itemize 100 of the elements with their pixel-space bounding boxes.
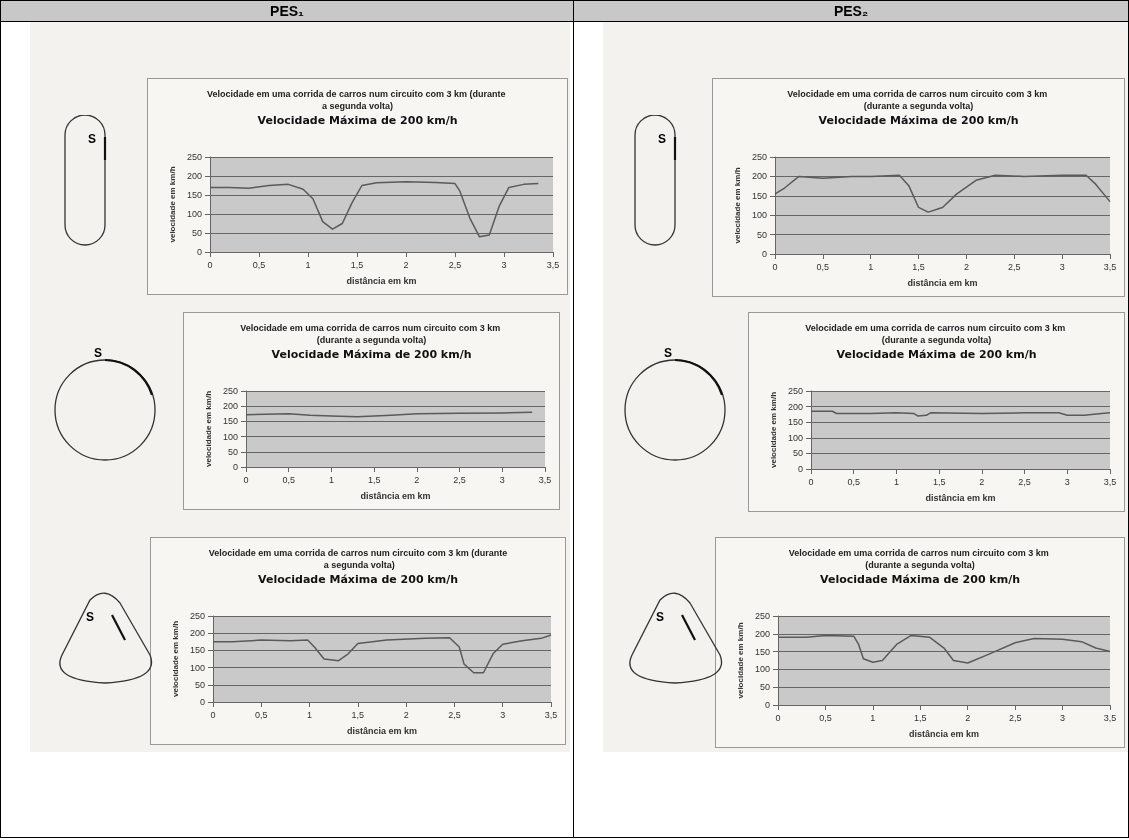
y-tick-label: 100 xyxy=(189,662,205,673)
x-tick-label: 3,5 xyxy=(1103,476,1117,487)
text: PES₂ xyxy=(574,1,1128,22)
y-tick-label: 0 xyxy=(764,700,770,710)
y-tick-label: 200 xyxy=(222,401,238,412)
x-axis-title: distância em km xyxy=(346,275,417,286)
y-tick-label: 150 xyxy=(186,190,202,200)
x-tick-label: 3 xyxy=(501,259,507,270)
x-tick-label: 0 xyxy=(772,261,778,272)
text: S xyxy=(655,610,665,624)
x-tick-label: 1,5 xyxy=(351,709,365,720)
x-tick-label: 3,5 xyxy=(538,474,552,485)
x-tick-label: 2,5 xyxy=(453,474,466,485)
x-tick-label: 3 xyxy=(1064,476,1070,487)
x-tick-label: 3 xyxy=(499,474,505,485)
x-axis-title: distância em km xyxy=(346,725,418,736)
chart-title: Velocidade em uma corrida de carros num circuito com 3 km (durante a segunda volta) xyxy=(208,548,508,570)
chart-subtitle: Velocidade Máxima de 200 km/h xyxy=(836,348,1037,361)
y-tick-label: 0 xyxy=(199,697,205,707)
x-tick-label: 0 xyxy=(775,712,781,723)
x-tick-label: 2 xyxy=(414,474,420,485)
y-axis-title: velocidade em km/h xyxy=(732,167,742,244)
y-tick-label: 100 xyxy=(754,664,770,675)
chart-subtitle: Velocidade Máxima de 200 km/h xyxy=(271,348,472,361)
x-tick-label: 0 xyxy=(808,476,814,487)
x-tick-label: 2 xyxy=(965,712,971,723)
x-tick-label: 2,5 xyxy=(448,709,461,720)
x-tick-label: 1,5 xyxy=(367,474,381,485)
x-tick-label: 1 xyxy=(307,709,313,720)
y-tick-label: 150 xyxy=(787,417,803,428)
chart-subtitle: Velocidade Máxima de 200 km/h xyxy=(257,114,458,127)
y-tick-label: 200 xyxy=(189,628,205,639)
x-tick-label: 3,5 xyxy=(1103,712,1117,723)
text: S xyxy=(663,346,673,360)
x-axis-title: distância em km xyxy=(360,490,431,501)
y-tick-label: 150 xyxy=(751,190,767,201)
y-tick-label: 50 xyxy=(194,679,205,690)
y-axis-title: velocidade em km/h xyxy=(203,390,213,468)
chart-title: Velocidade em uma corrida de carros num circuito com 3 km (durante a segunda volta) xyxy=(240,323,503,345)
chart-title: Velocidade em uma corrida de carros num circuito com 3 km (durante a segunda volta) xyxy=(787,89,1050,111)
y-tick-label: 50 xyxy=(759,682,770,693)
x-tick-label: 3 xyxy=(1060,712,1066,723)
x-axis-title: distância em km xyxy=(925,492,996,503)
y-tick-label: 150 xyxy=(189,645,205,656)
y-axis-title: velocidade em km/h xyxy=(170,620,180,698)
x-tick-label: 0,5 xyxy=(847,476,860,487)
y-tick-label: 100 xyxy=(186,209,202,219)
y-tick-label: 0 xyxy=(761,249,767,259)
chart-title: Velocidade em uma corrida de carros num circuito com 3 km (durante a segunda volta) xyxy=(206,89,509,111)
text: S xyxy=(85,610,95,624)
y-tick-label: 200 xyxy=(186,171,202,181)
x-tick-label: 2,5 xyxy=(448,259,462,270)
y-tick-label: 50 xyxy=(756,229,767,240)
y-tick-label: 0 xyxy=(232,462,238,472)
y-tick-label: 250 xyxy=(186,152,202,162)
chart-title: Velocidade em uma corrida de carros num circuito com 3 km (durante a segunda volta) xyxy=(788,548,1052,570)
x-tick-label: 2,5 xyxy=(1018,476,1031,487)
chart-subtitle: Velocidade Máxima de 200 km/h xyxy=(818,114,1019,127)
y-tick-label: 250 xyxy=(189,611,205,621)
x-tick-label: 3,5 xyxy=(544,709,558,720)
x-tick-label: 3,5 xyxy=(546,259,560,270)
y-tick-label: 50 xyxy=(191,228,202,238)
text: PES₁ xyxy=(1,1,573,22)
y-tick-label: 150 xyxy=(754,646,770,657)
chart-subtitle: Velocidade Máxima de 200 km/h xyxy=(820,573,1020,586)
x-tick-label: 1 xyxy=(870,712,876,723)
text: S xyxy=(93,346,103,360)
x-tick-label: 2 xyxy=(403,709,409,720)
y-tick-label: 50 xyxy=(792,448,803,459)
x-tick-label: 0 xyxy=(210,709,216,720)
x-tick-label: 1 xyxy=(328,474,334,485)
x-tick-label: 0,5 xyxy=(282,474,295,485)
x-tick-label: 0,5 xyxy=(252,259,266,270)
text: S xyxy=(87,132,97,146)
y-tick-label: 150 xyxy=(222,416,238,427)
y-tick-label: 0 xyxy=(196,247,202,257)
x-tick-label: 1,5 xyxy=(914,712,927,723)
y-tick-label: 0 xyxy=(797,464,803,474)
x-tick-label: 0,5 xyxy=(816,261,830,272)
y-tick-label: 200 xyxy=(751,171,767,182)
chart-title: Velocidade em uma corrida de carros num circuito com 3 km (durante a segunda volta) xyxy=(805,323,1068,345)
y-tick-label: 250 xyxy=(754,611,770,621)
y-tick-label: 100 xyxy=(787,432,803,443)
x-tick-label: 2 xyxy=(963,261,969,272)
x-tick-label: 3,5 xyxy=(1103,261,1117,272)
y-axis-title: velocidade em km/h xyxy=(167,166,177,243)
x-tick-label: 1,5 xyxy=(932,476,946,487)
x-tick-label: 3 xyxy=(1059,261,1065,272)
x-tick-label: 0,5 xyxy=(819,712,832,723)
y-tick-label: 200 xyxy=(787,401,803,412)
x-tick-label: 2,5 xyxy=(1008,712,1022,723)
x-tick-label: 3 xyxy=(500,709,506,720)
y-axis-title: velocidade em km/h xyxy=(735,622,745,699)
chart-subtitle: Velocidade Máxima de 200 km/h xyxy=(258,573,458,586)
x-tick-label: 1,5 xyxy=(350,259,364,270)
y-tick-label: 100 xyxy=(222,431,238,442)
x-tick-label: 2,5 xyxy=(1008,261,1021,272)
x-tick-label: 2 xyxy=(403,259,409,270)
x-tick-label: 2 xyxy=(979,476,985,487)
x-axis-title: distância em km xyxy=(908,728,980,739)
